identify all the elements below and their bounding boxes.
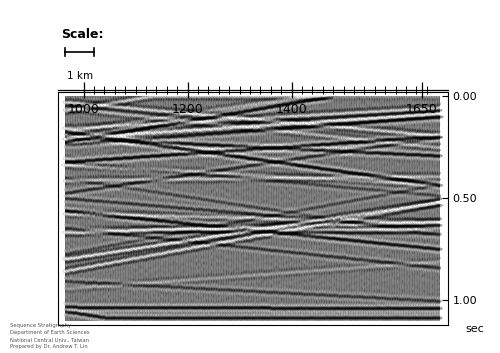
Text: 1 km: 1 km	[66, 71, 92, 81]
Y-axis label: sec: sec	[466, 324, 484, 334]
Text: Scale:: Scale:	[62, 28, 104, 41]
Text: Sequence Stratigraphy
Department of Earth Sciences
National Central Univ., Taiwa: Sequence Stratigraphy Department of Eart…	[10, 323, 90, 349]
